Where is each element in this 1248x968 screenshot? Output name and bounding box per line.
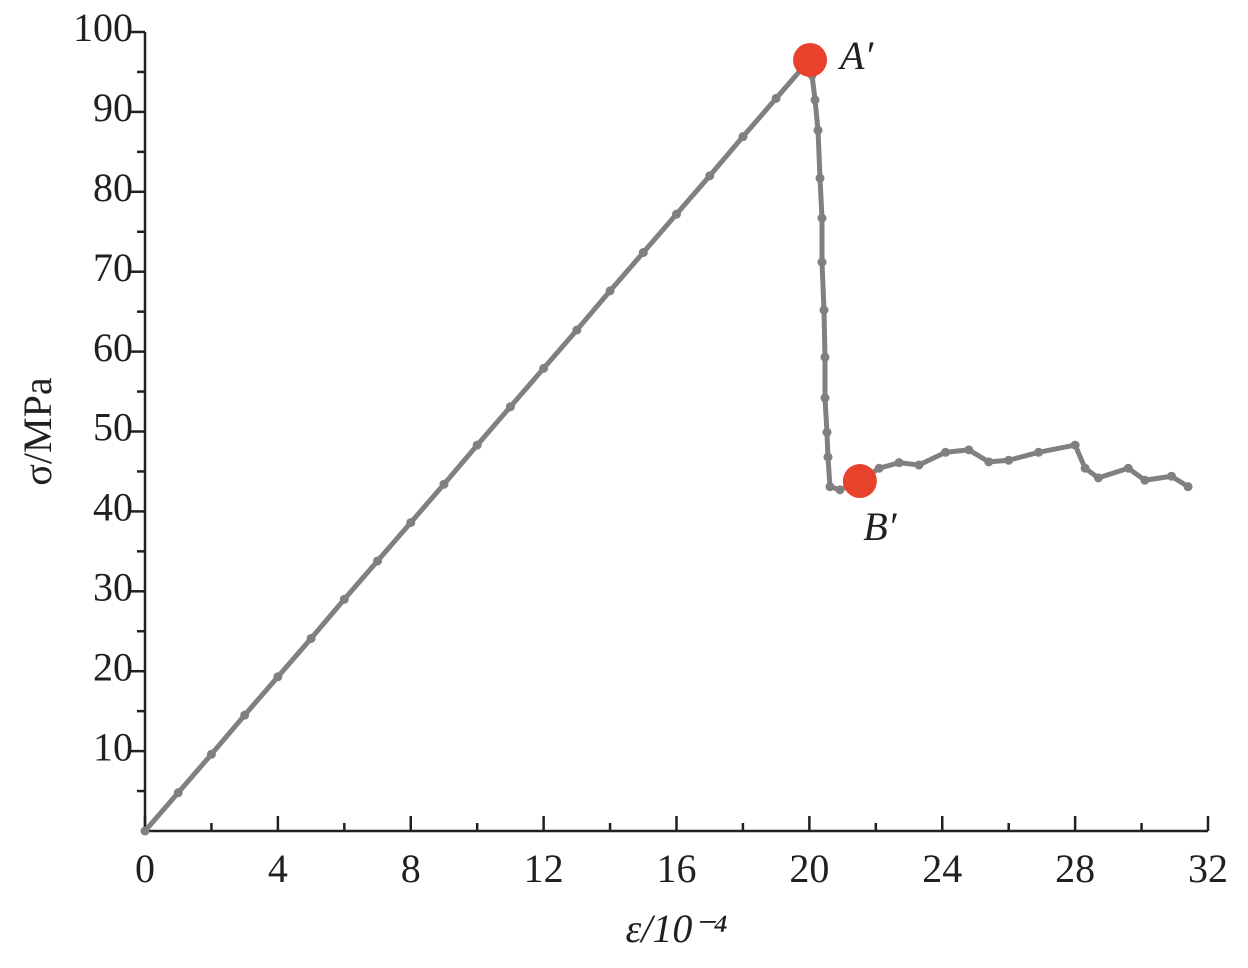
data-point [894, 458, 904, 468]
data-point [206, 749, 216, 759]
data-point [822, 427, 832, 437]
y-tick-label: 30 [93, 564, 133, 609]
x-tick-label: 4 [268, 846, 288, 891]
data-point [771, 93, 781, 103]
data-point [964, 445, 974, 455]
x-tick-label: 16 [657, 846, 697, 891]
data-point [825, 482, 835, 492]
data-line [143, 57, 1190, 833]
y-tick-label: 10 [93, 724, 133, 769]
data-point [1183, 482, 1193, 492]
data-point [817, 257, 827, 267]
y-axis-label: σ/MPa [15, 377, 60, 485]
data-point [941, 447, 951, 457]
data-point [605, 286, 615, 296]
data-point [817, 213, 827, 223]
data-point [406, 518, 416, 528]
data-point [1123, 463, 1133, 473]
data-point [339, 594, 349, 604]
data-point [472, 440, 482, 450]
data-point [1080, 463, 1090, 473]
data-point [820, 352, 830, 362]
data-point [439, 479, 449, 489]
data-point [815, 173, 825, 183]
y-tick-label: 70 [93, 245, 133, 290]
data-point [1140, 475, 1150, 485]
x-tick-label: 32 [1188, 846, 1228, 891]
data-point [1093, 473, 1103, 483]
data-point [672, 209, 681, 219]
data-point [914, 460, 924, 470]
annotation-label: A′ [837, 33, 874, 78]
data-point [984, 457, 994, 467]
y-tick-label: 80 [93, 165, 133, 210]
x-tick-label: 20 [789, 846, 829, 891]
data-point [820, 393, 830, 403]
x-tick-label: 8 [401, 846, 421, 891]
y-tick-label: 50 [93, 405, 133, 450]
data-point [505, 402, 515, 412]
data-point [813, 125, 823, 135]
data-point [306, 633, 316, 643]
data-point [819, 305, 829, 315]
data-point [140, 826, 150, 836]
data-point [1070, 440, 1080, 450]
y-tick-label: 60 [93, 325, 133, 370]
data-point [373, 556, 383, 566]
y-tick-label: 40 [93, 485, 133, 530]
x-tick-label: 24 [922, 846, 962, 891]
y-tick-label: 20 [93, 644, 133, 689]
data-point [823, 452, 833, 462]
y-tick-label: 100 [73, 5, 133, 50]
data-point [1004, 455, 1014, 465]
data-point [738, 132, 748, 142]
x-axis-label: ε/10⁻⁴ [626, 906, 728, 951]
data-point [273, 672, 283, 682]
annotation-marker [793, 42, 828, 77]
data-point [173, 788, 183, 798]
data-point [1166, 471, 1176, 481]
y-tick-label: 90 [93, 85, 133, 130]
data-point [810, 95, 820, 105]
data-point [835, 485, 845, 495]
annotation-label: B′ [863, 504, 897, 549]
data-point [240, 710, 250, 720]
data-point [1034, 447, 1044, 457]
data-point [572, 325, 582, 335]
data-point [705, 171, 715, 181]
x-tick-label: 28 [1055, 846, 1095, 891]
data-point [539, 363, 549, 373]
annotation-marker [842, 464, 877, 499]
x-tick-label: 12 [524, 846, 564, 891]
data-point [638, 248, 648, 258]
x-tick-label: 0 [135, 846, 155, 891]
data-point [874, 463, 884, 473]
